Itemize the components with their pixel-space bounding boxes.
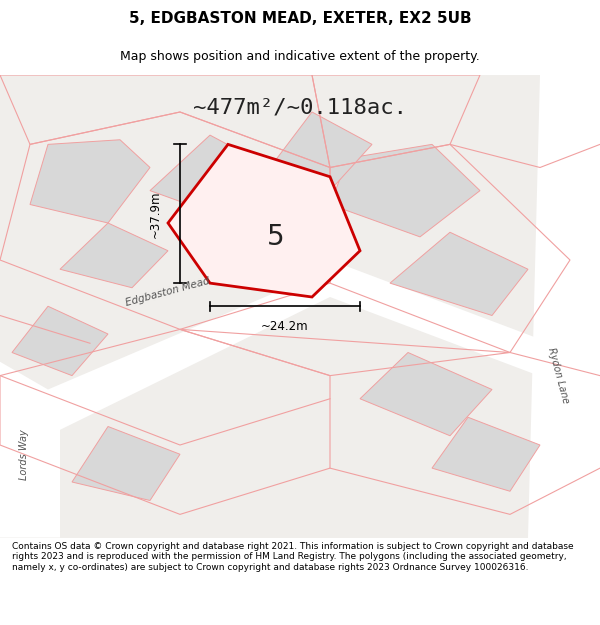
Polygon shape [390,232,528,316]
Text: ~37.9m: ~37.9m [149,190,162,238]
Polygon shape [60,223,168,288]
Polygon shape [270,112,372,191]
Text: Contains OS data © Crown copyright and database right 2021. This information is : Contains OS data © Crown copyright and d… [12,542,574,572]
Polygon shape [330,260,600,399]
Polygon shape [30,140,150,223]
Polygon shape [72,426,180,501]
Polygon shape [432,418,540,491]
Text: Lords Way: Lords Way [19,429,29,479]
Text: 5: 5 [267,223,285,251]
Polygon shape [528,75,600,538]
Polygon shape [168,144,360,297]
Text: ~477m²/~0.118ac.: ~477m²/~0.118ac. [193,98,407,118]
Text: Rydon Lane: Rydon Lane [546,346,570,405]
Polygon shape [360,352,492,436]
Polygon shape [0,269,330,436]
Polygon shape [12,306,108,376]
Polygon shape [0,75,600,538]
Text: Map shows position and indicative extent of the property.: Map shows position and indicative extent… [120,50,480,62]
Polygon shape [150,135,288,223]
Text: 5, EDGBASTON MEAD, EXETER, EX2 5UB: 5, EDGBASTON MEAD, EXETER, EX2 5UB [128,11,472,26]
Polygon shape [330,144,480,237]
Polygon shape [0,399,60,538]
Text: ~24.2m: ~24.2m [261,320,309,333]
Text: Edgbaston Mead: Edgbaston Mead [125,276,211,309]
